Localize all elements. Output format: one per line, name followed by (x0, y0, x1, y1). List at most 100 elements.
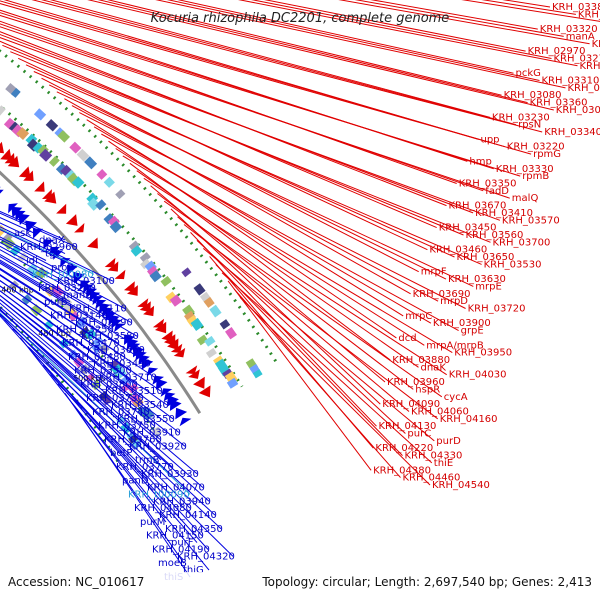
reverse-gene-label: KRH_03110 (69, 304, 127, 315)
reverse-leader-line (0, 285, 137, 385)
cog-block-outer (107, 215, 120, 228)
reverse-leader-line (0, 262, 144, 351)
forward-leader-line (202, 248, 435, 442)
forward-leader-line (33, 71, 482, 265)
reverse-gene-label: KRH_03580 (81, 331, 139, 342)
reverse-leader-line (0, 308, 173, 468)
cog-block-outer (103, 213, 115, 225)
kbp-tick-label: 500 kbp (73, 374, 106, 383)
forward-gene-label: KRH_03650 (457, 252, 515, 263)
cog-block-far-outer (209, 304, 222, 318)
forward-leader-line (177, 0, 514, 74)
forward-leader-line (87, 0, 554, 111)
reverse-gene-label: panD (122, 476, 149, 487)
trna-gene-label: KRH_t00080 (32, 269, 94, 280)
forward-gene-arrow (0, 148, 12, 161)
forward-leader-line (0, 3, 532, 155)
forward-leader-line (264, 0, 526, 52)
forward-gene-arrow (104, 257, 116, 268)
cog-block-far-inner (9, 280, 19, 291)
cog-block-outer (149, 270, 162, 283)
cog-block-outer (86, 192, 99, 205)
cog-block-far-outer (69, 141, 82, 154)
forward-gene-label: hmp (469, 156, 491, 167)
reverse-gene-label: KRH_03510 (105, 386, 163, 397)
forward-gene-arrow (188, 369, 200, 379)
forward-gene-label: dnaK (421, 362, 447, 373)
forward-leader-line (56, 91, 474, 287)
reverse-gene-arrow (0, 186, 1, 188)
forward-gene-arrow (173, 347, 186, 358)
forward-gene-label: KRH_03950 (454, 348, 512, 359)
forward-leader-line (0, 23, 484, 192)
cog-block-inner (75, 316, 88, 329)
forward-gene-arrow (23, 170, 34, 181)
reverse-gene-label: KRH_03100 (57, 276, 115, 287)
reverse-leader-line (12, 328, 216, 516)
forward-leader-line (143, 177, 447, 376)
reverse-leader-line (78, 412, 191, 578)
reverse-leader-line (0, 229, 78, 268)
reverse-gene-arrow (73, 271, 85, 284)
cog-block-outer (3, 117, 17, 130)
reverse-gene-label: moeB (158, 558, 187, 569)
forward-leader-line (115, 148, 425, 346)
forward-gene-label: KRH_04220 (375, 443, 433, 454)
reverse-leader-line (0, 313, 210, 502)
reverse-leader-line (0, 238, 95, 289)
forward-gene-label: KRH_03880 (392, 355, 450, 366)
cog-block-far-outer (193, 283, 206, 296)
reverse-gene-label: KRH_03710 (99, 373, 157, 384)
reverse-gene-label: dnaX (39, 235, 65, 246)
cog-block-outer (184, 310, 196, 323)
forward-leader-line (10, 51, 491, 243)
forward-gene-label: KRH_04330 (405, 451, 463, 462)
cog-block-outer (25, 133, 38, 146)
reverse-gene-label: KRH_03940 (153, 496, 211, 507)
reverse-gene-label: KRH_03760 (104, 434, 162, 445)
reverse-leader-line (35, 355, 203, 537)
forward-gene-arrow (114, 269, 126, 280)
reverse-gene-label: KRH_03470 (62, 338, 120, 349)
reverse-gene-label: KRH_03250 (56, 324, 114, 335)
forward-gene-label: KRH_03320 (540, 24, 598, 35)
forward-leader-line (48, 84, 447, 280)
forward-gene-label: malQ (512, 193, 539, 204)
reverse-gene-label: KRH_04070 (147, 483, 205, 494)
cog-block-inner (56, 295, 68, 306)
cog-block-outer (204, 335, 216, 347)
cog-block-outer (160, 275, 172, 287)
forward-gene-label: KRH_03530 (484, 259, 542, 270)
forward-gene-label: manA (566, 31, 595, 42)
reverse-leader-line (0, 280, 162, 392)
forward-gene-arrow (124, 281, 135, 292)
forward-leader-line (41, 0, 517, 126)
forward-leader-line (233, 288, 401, 478)
kbp-tick-label: 480 kbp (38, 329, 71, 338)
reverse-gene-label: idi (26, 256, 38, 267)
forward-leader-line (239, 297, 431, 486)
forward-gene-arrow (107, 261, 119, 272)
reverse-leader-line (0, 245, 90, 296)
forward-leader-line (122, 155, 453, 354)
forward-gene-label: KRH_03080 (504, 90, 562, 101)
forward-gene-label: KRH_03230 (492, 112, 550, 123)
forward-gene-label: rpsN (518, 120, 541, 131)
cog-block-outer (87, 197, 101, 211)
cog-block-far-outer (10, 87, 21, 98)
reverse-gene-arrow (179, 417, 192, 427)
cog-block-outer (196, 334, 209, 346)
forward-gene-label: KRH_04090 (382, 399, 440, 410)
forward-leader-line (49, 0, 491, 118)
forward-gene-arrow (185, 365, 198, 375)
forward-gene-arrow (0, 141, 4, 154)
cog-block-outer (95, 199, 107, 211)
reverse-leader-line (0, 274, 156, 378)
forward-leader-line (221, 272, 433, 464)
reverse-leader-line (0, 261, 113, 330)
forward-gene-label: KRH_04460 (403, 473, 461, 484)
forward-gene-label: mrpC (405, 311, 432, 322)
forward-gene-label: KRH_03330 (496, 164, 554, 175)
label-leader-lines (0, 0, 600, 578)
